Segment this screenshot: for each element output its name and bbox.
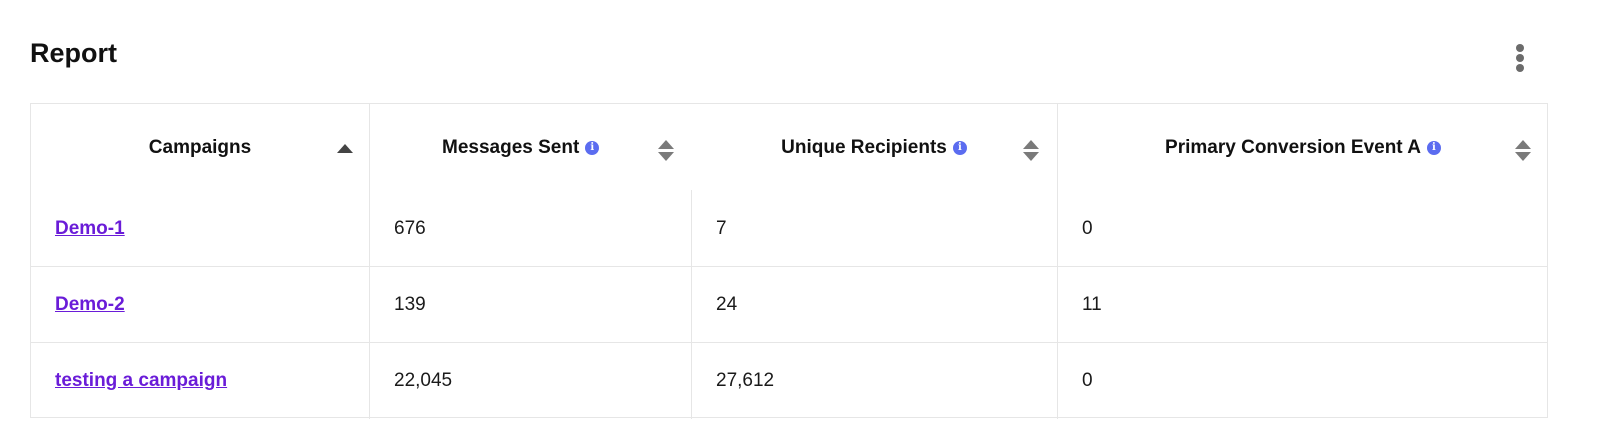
conversion-cell: 0 xyxy=(1082,370,1093,391)
sort-ascending-icon[interactable] xyxy=(336,140,354,164)
conversion-cell: 0 xyxy=(1082,218,1093,239)
campaign-link[interactable]: Demo-2 xyxy=(55,294,125,315)
table-row: Demo-1 676 7 0 xyxy=(31,191,1547,267)
row-divider xyxy=(31,342,1547,343)
messages-sent-cell: 676 xyxy=(394,218,426,239)
sort-icon[interactable] xyxy=(1514,140,1532,164)
info-icon[interactable]: i xyxy=(1426,140,1441,155)
info-icon[interactable]: i xyxy=(952,140,967,155)
column-header-label: Primary Conversion Event A xyxy=(1165,137,1421,158)
page-title: Report xyxy=(30,38,117,68)
unique-recipients-cell: 27,612 xyxy=(716,370,775,391)
campaign-cell: Demo-2 xyxy=(55,267,125,343)
campaign-link[interactable]: Demo-1 xyxy=(55,218,125,239)
messages-sent-cell: 139 xyxy=(394,294,426,315)
info-icon[interactable]: i xyxy=(585,140,600,155)
table-row: Demo-2 139 24 11 xyxy=(31,267,1547,343)
kebab-dot xyxy=(1516,64,1524,72)
report-table: Campaigns Messages Sent i Unique Recipien… xyxy=(30,103,1548,419)
table-row: testing a campaign 22,045 27,612 0 xyxy=(31,343,1547,419)
kebab-dot xyxy=(1516,44,1524,52)
campaign-cell: testing a campaign xyxy=(55,343,227,419)
table-header: Campaigns Messages Sent i Unique Recipien… xyxy=(31,104,1547,192)
more-options-icon[interactable] xyxy=(1506,40,1534,76)
conversion-cell: 11 xyxy=(1082,294,1102,315)
sort-icon[interactable] xyxy=(657,140,675,164)
column-header-label: Campaigns xyxy=(148,137,252,158)
column-header-campaigns[interactable]: Campaigns xyxy=(31,104,369,192)
sort-icon[interactable] xyxy=(1022,140,1040,164)
column-header-unique-recipients[interactable]: Unique Recipients i xyxy=(691,104,1057,192)
campaign-cell: Demo-1 xyxy=(55,191,125,267)
column-divider xyxy=(369,104,370,419)
column-header-messages-sent[interactable]: Messages Sent i xyxy=(370,104,1052,192)
messages-sent-cell: 22,045 xyxy=(394,370,453,391)
unique-recipients-cell: 7 xyxy=(716,218,727,239)
row-divider xyxy=(31,266,1547,267)
column-header-primary-conversion[interactable]: Primary Conversion Event A i xyxy=(1058,104,1548,192)
kebab-dot xyxy=(1516,54,1524,62)
unique-recipients-cell: 24 xyxy=(716,294,738,315)
column-divider xyxy=(1057,104,1058,419)
column-header-label: Unique Recipients xyxy=(781,137,947,158)
column-divider xyxy=(691,190,692,419)
column-header-label: Messages Sent xyxy=(442,137,580,158)
campaign-link[interactable]: testing a campaign xyxy=(55,370,228,391)
